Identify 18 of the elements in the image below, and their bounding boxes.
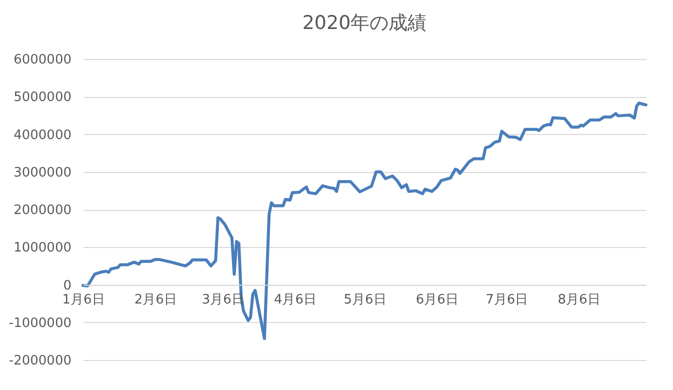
y-tick-label: 3000000 <box>14 165 72 180</box>
y-tick-label: -1000000 <box>8 316 72 331</box>
x-tick-label: 4月6日 <box>274 292 316 308</box>
y-tick-label: 6000000 <box>14 52 72 68</box>
x-tick-label: 8月6日 <box>558 292 600 308</box>
line-series <box>82 102 648 340</box>
x-tick-label: 1月6日 <box>62 292 105 308</box>
y-tick-label: 2000000 <box>14 203 72 218</box>
y-tick-label: 4000000 <box>14 128 72 143</box>
x-tick-label: 7月6日 <box>486 292 528 308</box>
x-tick-label: 6月6日 <box>416 292 458 308</box>
chart-title: 2020年の成績 <box>302 12 427 34</box>
x-tick-label: 5月6日 <box>344 292 386 308</box>
x-tick-label: 2月6日 <box>134 292 177 308</box>
y-tick-label: 1000000 <box>14 240 72 256</box>
y-tick-label: 5000000 <box>14 90 72 106</box>
y-tick-label: -2000000 <box>8 354 72 368</box>
y-tick-label: 0 <box>63 278 72 294</box>
